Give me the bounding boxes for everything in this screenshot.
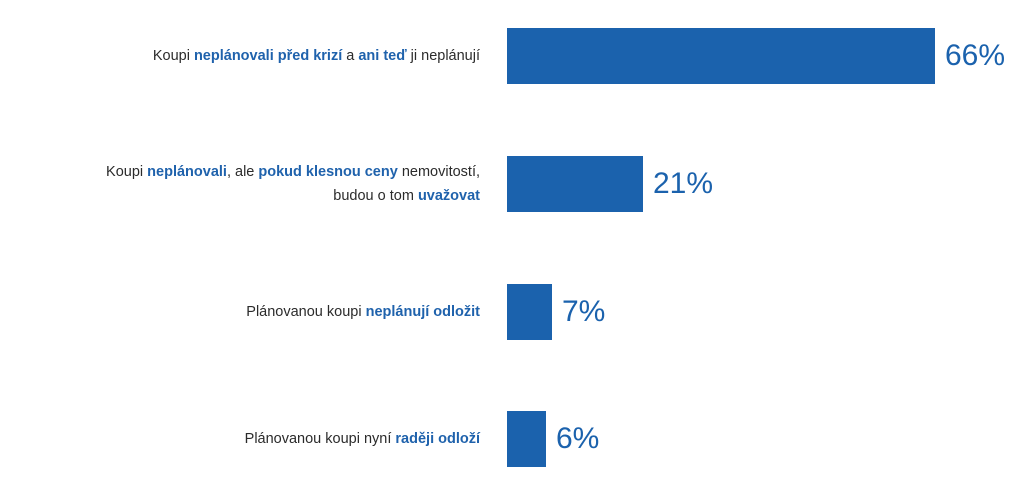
chart-row: Koupi neplánovali před krizí a ani teď j…: [0, 28, 1024, 84]
label-text: , ale: [226, 164, 259, 180]
label-highlight-text: raději odloží: [395, 431, 480, 447]
category-label-line: Koupi neplánovali před krizí a ani teď j…: [10, 44, 480, 68]
category-label: Koupi neplánovali, ale pokud klesnou cen…: [10, 160, 480, 208]
label-text: ji neplánují: [406, 48, 480, 64]
label-text: budou o tom: [333, 188, 418, 204]
label-text: Plánovanou koupi: [246, 304, 366, 320]
label-highlight-text: uvažovat: [417, 188, 480, 204]
label-highlight-text: neplánovali: [147, 164, 227, 180]
label-text: a: [342, 48, 359, 64]
category-label-line: Koupi neplánovali, ale pokud klesnou cen…: [10, 160, 480, 184]
chart-row: Plánovanou koupi neplánují odložit 7%: [0, 284, 1024, 340]
bar: [507, 284, 552, 340]
category-label: Koupi neplánovali před krizí a ani teď j…: [10, 44, 480, 68]
label-text: Plánovanou koupi nyní: [244, 431, 396, 447]
label-text: Koupi: [152, 48, 194, 64]
category-label: Plánovanou koupi nyní raději odloží: [10, 427, 480, 451]
category-label-line: Plánovanou koupi nyní raději odloží: [10, 427, 480, 451]
category-label-line: Plánovanou koupi neplánují odložit: [10, 300, 480, 324]
bar: [507, 156, 643, 212]
bar-value-label: 7%: [562, 295, 606, 328]
chart-row: Koupi neplánovali, ale pokud klesnou cen…: [0, 156, 1024, 212]
chart-row: Plánovanou koupi nyní raději odloží 6%: [0, 411, 1024, 467]
bar-value-label: 66%: [945, 39, 1006, 72]
bar-value-label: 6%: [556, 422, 600, 455]
label-text: nemovitostí,: [397, 164, 480, 180]
category-label-line: budou o tom uvažovat: [10, 184, 480, 208]
category-label: Plánovanou koupi neplánují odložit: [10, 300, 480, 324]
label-highlight-text: neplánují odložit: [365, 304, 480, 320]
label-highlight-text: ani teď: [358, 48, 407, 64]
label-highlight-text: pokud klesnou ceny: [258, 164, 398, 180]
bar: [507, 28, 935, 84]
bar-value-label: 21%: [653, 167, 714, 200]
label-highlight-text: neplánovali před krizí: [193, 48, 343, 64]
label-text: Koupi: [106, 164, 148, 180]
bar: [507, 411, 546, 467]
